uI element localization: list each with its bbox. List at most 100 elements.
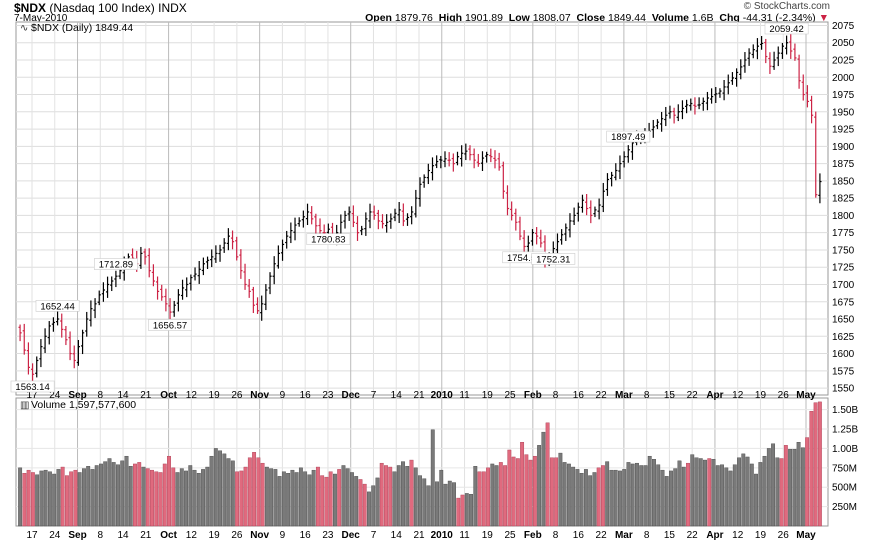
volume-bar xyxy=(192,469,197,527)
ohlc-bar xyxy=(614,163,618,181)
price-axis-label: 1675 xyxy=(832,297,855,308)
ohlc-bar xyxy=(372,205,376,220)
price-annotation: 1752.31 xyxy=(531,253,576,265)
ohlc-bar xyxy=(276,245,280,269)
ohlc-bar xyxy=(368,203,372,229)
ohlc-bar xyxy=(489,148,493,163)
ohlc-bar xyxy=(726,74,730,95)
volume-x-axis-label: 8 xyxy=(644,530,650,540)
ohlc-bar xyxy=(64,326,68,346)
x-axis-label: Feb xyxy=(524,390,542,401)
ohlc-bar xyxy=(210,249,214,268)
ohlc-bar xyxy=(397,201,401,224)
ohlc-bar xyxy=(164,288,168,312)
ohlc-bar xyxy=(809,95,814,124)
volume-bar xyxy=(477,471,482,527)
ohlc-bar xyxy=(818,173,822,204)
volume-bar xyxy=(558,452,563,527)
volume-bar xyxy=(490,463,495,527)
volume-bar xyxy=(73,469,78,527)
x-axis-label: 7 xyxy=(371,390,377,401)
ohlc-bar xyxy=(318,218,322,235)
ohlc-bar xyxy=(285,230,289,249)
volume-bar xyxy=(30,472,35,527)
ohlc-bar xyxy=(39,339,43,368)
ohlc-bar xyxy=(205,256,210,269)
volume-x-axis-label: 21 xyxy=(413,530,425,540)
volume-bar xyxy=(413,467,418,527)
volume-bar xyxy=(622,469,627,527)
volume-bar xyxy=(677,460,682,527)
volume-bar xyxy=(69,471,74,527)
volume-bar xyxy=(337,469,342,527)
annotation-label: 2059.42 xyxy=(769,24,803,35)
x-axis-label: 9 xyxy=(280,390,286,401)
ohlc-bar xyxy=(455,151,460,166)
volume-legend-title: Volume xyxy=(31,399,66,411)
volume-bar xyxy=(771,443,776,527)
ohlc-bar xyxy=(697,97,701,110)
ohlc-bar xyxy=(114,270,118,288)
volume-bar xyxy=(715,465,720,527)
x-axis-label: 16 xyxy=(300,390,312,401)
volume-bar xyxy=(52,473,57,527)
volume-bar xyxy=(430,429,435,527)
volume-bar xyxy=(673,468,678,527)
ohlc-bar xyxy=(680,100,685,120)
volume-bar xyxy=(481,471,486,527)
ohlc-bar xyxy=(35,356,39,378)
price-axis-label: 1975 xyxy=(832,90,855,101)
volume-bar xyxy=(209,455,214,527)
volume-bar xyxy=(196,473,201,527)
volume-bar xyxy=(273,469,278,527)
volume-x-axis-label: 25 xyxy=(504,530,516,540)
volume-x-axis-label: 14 xyxy=(391,530,403,540)
ohlc-bar xyxy=(101,282,105,302)
volume-bar xyxy=(90,469,95,527)
ohlc-bar xyxy=(476,153,480,167)
ohlc-bar xyxy=(239,249,243,279)
volume-bar xyxy=(515,458,520,527)
ohlc-bar xyxy=(435,155,439,169)
axis-labels: 1550157516001625165016751700172517501775… xyxy=(26,21,858,540)
down-arrow-icon: ▼ xyxy=(818,12,829,24)
ohlc-bar xyxy=(347,206,351,221)
ohlc-bar xyxy=(301,210,305,228)
volume-value: 1.6B xyxy=(691,12,714,24)
volume-bar xyxy=(681,466,686,527)
volume-bar xyxy=(758,462,763,527)
volume-bar xyxy=(222,453,227,527)
volume-bar xyxy=(571,466,576,527)
volume-x-axis-label: Apr xyxy=(706,530,723,540)
low-label: Low xyxy=(508,12,530,24)
ohlc-bar xyxy=(793,43,797,61)
volume-bar xyxy=(618,470,622,527)
ohlc-bar xyxy=(755,38,760,60)
volume-bar xyxy=(694,457,699,527)
volume-bar xyxy=(541,431,546,527)
copyright[interactable]: © StockCharts.com xyxy=(743,1,830,12)
x-axis-label: 14 xyxy=(117,390,129,401)
volume-bar xyxy=(171,467,176,527)
x-axis-label: 26 xyxy=(231,390,243,401)
volume-bar xyxy=(252,452,257,527)
volume-bar xyxy=(583,469,588,527)
volume-bar xyxy=(328,471,333,527)
ohlc-bar xyxy=(593,206,597,218)
volume-x-axis-label: 17 xyxy=(26,530,38,540)
ohlc-bar xyxy=(718,88,722,98)
volume-bar xyxy=(307,474,312,527)
volume-bar xyxy=(724,467,729,527)
chg-value: -44.31 (-2.34%) xyxy=(742,12,816,24)
volume-bar xyxy=(447,480,452,527)
ohlc-bar xyxy=(814,111,818,198)
volume-bar xyxy=(805,437,810,527)
volume-bar xyxy=(354,476,359,527)
ohlc-bar xyxy=(393,208,397,222)
ohlc-bar xyxy=(622,151,626,168)
volume-axis-label: 1.00B xyxy=(832,444,858,455)
volume-bar xyxy=(528,459,533,527)
volume-legend-value: 1,597,577,600 xyxy=(69,399,136,411)
volume-bar xyxy=(443,483,448,527)
volume-bar xyxy=(184,470,188,527)
